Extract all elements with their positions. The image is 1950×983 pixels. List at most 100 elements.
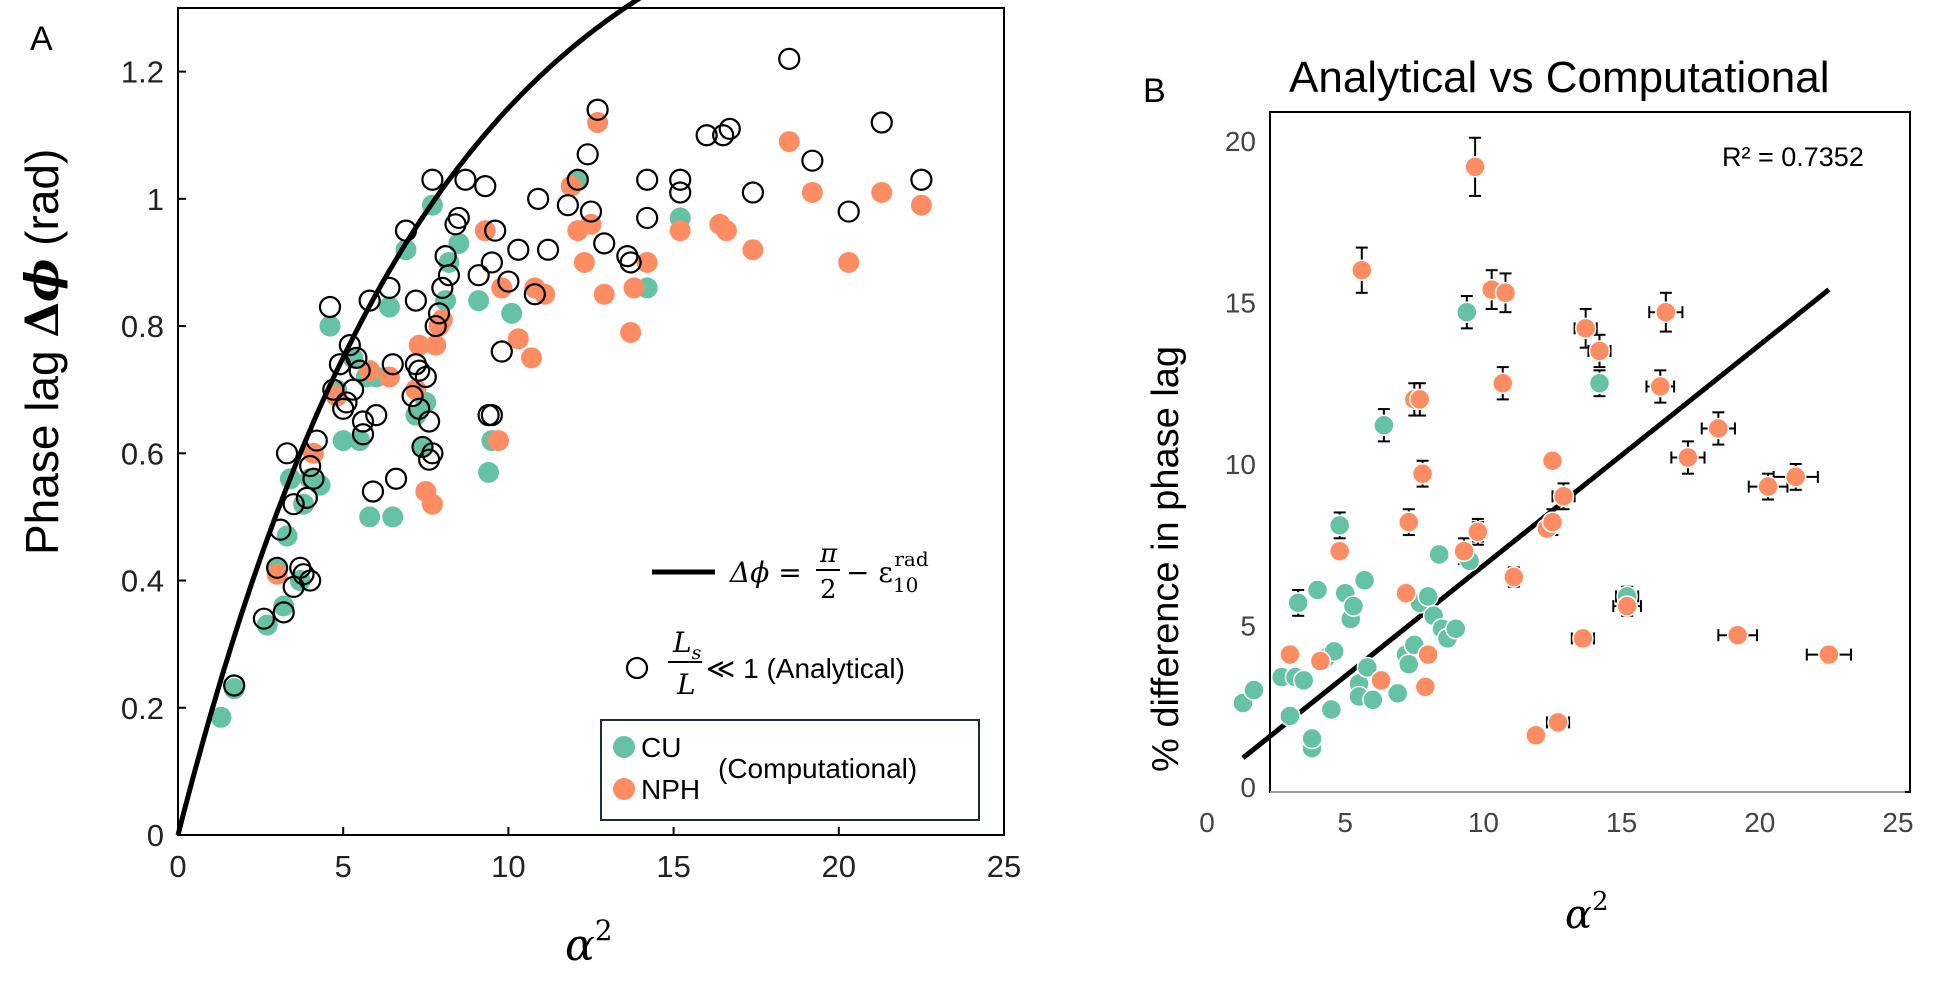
analytical-point [593,232,616,255]
panel-b-x-tick-label: 20 [1744,807,1775,838]
panel-b-x-tick-label: 0 [1199,807,1215,838]
nph-point [669,220,691,242]
analytical-point [282,493,305,516]
nph-point [742,239,764,261]
nph-point [266,563,288,585]
nph-point [1784,466,1807,488]
nph-point [1572,627,1594,650]
cu-point [1386,682,1409,705]
cu-point [1456,301,1478,323]
analytical-point [272,601,295,624]
nph-point [1726,624,1749,646]
analytical-point [712,124,735,147]
analytical-point [636,168,659,191]
analytical-point [223,674,246,697]
nph-point [1409,388,1431,411]
nph-point [1503,566,1525,588]
analytical-point [870,111,893,134]
nph-point [1707,417,1730,440]
nph-point [1309,650,1332,672]
analytical-point [576,143,599,166]
analytical-point [302,467,325,490]
analytical-point [335,391,358,414]
cu-point [359,506,381,528]
panel-a: A 0 0.2 0.4 0.6 0.8 1 1.2 0 5 10 15 20 25 Phase lag… [15,0,1021,971]
analytical-curve [175,0,642,836]
nph-point [521,347,543,369]
legend-curve-two: 2 [820,575,837,605]
analytical-point [454,168,477,191]
analytical-point [480,251,503,274]
analytical-point [437,264,461,287]
nph-point [620,321,642,343]
panel-a-x-tick-label: 25 [987,849,1021,884]
panel-a-x-tick-label: 20 [822,849,856,884]
nph-point [1818,643,1840,666]
panel-a-data-points [210,47,933,728]
nph-point [910,194,932,216]
panel-b-x-title: α2 [1565,887,1609,938]
nph-point [507,328,529,350]
panel-a-letter: A [30,20,53,58]
nph-point [573,251,595,273]
cu-point [501,302,523,324]
analytical-point [361,480,385,503]
cu-point [1362,689,1384,711]
panel-b-y-tick-label: 20 [1225,126,1256,157]
analytical-point [480,404,503,427]
nph-point [1351,259,1373,281]
legend-nph-marker [613,778,635,800]
panel-b: B Analytical vs Computational R² = 0.735… [1143,53,1914,938]
cu-point [1342,595,1365,617]
analytical-point [669,168,692,191]
nph-point [487,430,509,452]
nph-point [1649,375,1672,398]
panel-a-y-tick-label: 0 [147,818,164,853]
panel-a-y-tick-label: 0.6 [121,436,164,471]
cu-point [319,315,341,337]
nph-point [405,379,427,401]
cu-point [448,232,470,254]
panel-a-x-tick-label: 0 [169,849,186,884]
cu-point [411,436,433,458]
analytical-point [474,175,497,198]
nph-point [421,493,443,515]
analytical-point [619,251,642,274]
analytical-point [252,607,276,630]
cu-point [1353,569,1376,592]
cu-point [349,430,371,452]
nph-point [778,131,800,153]
cu-point [1417,585,1439,608]
panel-b-letter: B [1143,72,1166,110]
analytical-point [507,238,530,261]
cu-point [256,614,278,636]
panel-b-y-tick-label: 15 [1225,288,1256,319]
nph-point [1525,724,1547,747]
analytical-point [421,442,444,465]
cu-point [1398,653,1420,676]
nph-point [1414,676,1437,698]
panel-b-x-tick-label: 25 [1882,807,1913,838]
analytical-point [467,264,490,287]
nph-point [715,220,737,242]
analytical-point [318,295,342,319]
analytical-point [910,168,933,191]
legend-cu-marker [613,736,635,758]
panel-b-y-tick-label: 10 [1225,449,1256,480]
legend-curve-pi: π [819,539,838,569]
cu-point [468,290,490,312]
analytical-point [497,270,520,293]
cu-point [332,430,354,452]
cu-point [1287,592,1309,614]
nph-point [1588,340,1611,362]
legend-box-frame [600,719,980,821]
analytical-point [381,353,404,376]
panel-b-x-tick-label: 15 [1606,807,1637,838]
cu-point [378,296,400,318]
cu-point [382,506,404,528]
cu-point [1292,669,1315,692]
nph-point [1574,317,1597,340]
analytical-point [837,200,860,223]
cu-point [1320,698,1343,721]
legend-computational-label: (Computational) [718,753,917,784]
